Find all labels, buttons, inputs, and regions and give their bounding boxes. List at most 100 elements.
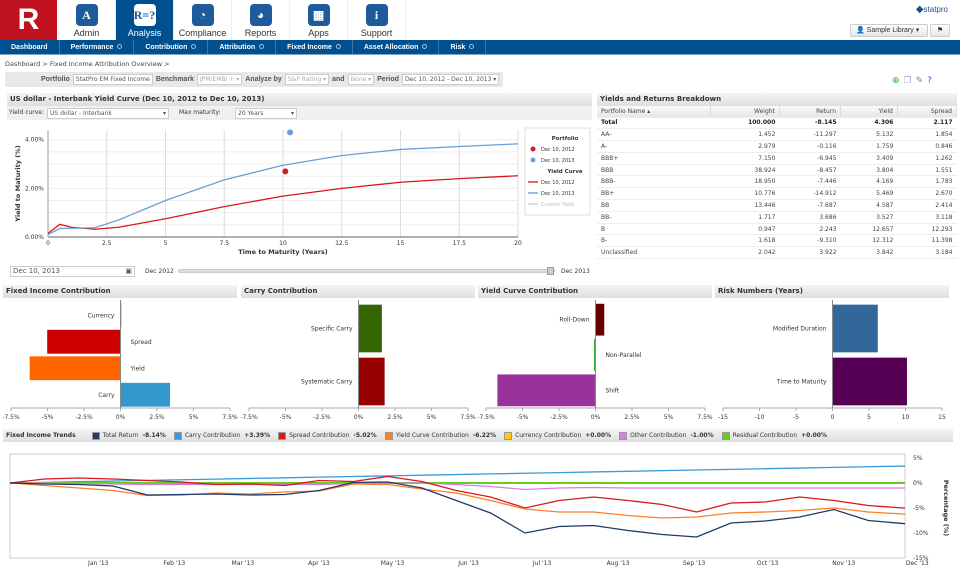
table-row[interactable]: AA- 1.452 -11.297 5.132 1.854 [597, 128, 957, 142]
trends-legend: Fixed Income Trends Total Return -8.14% Car… [3, 429, 953, 442]
expand-icon[interactable] [469, 44, 475, 49]
expand-icon[interactable] [259, 44, 265, 49]
table-cell: 1.551 [897, 164, 957, 177]
bar-spread[interactable] [47, 329, 121, 354]
column-header[interactable]: Yield [840, 106, 898, 118]
app-logo[interactable]: R [0, 0, 57, 40]
nav-item-attribution[interactable]: Attribution [208, 40, 277, 54]
table-row[interactable]: Unclassified 2.042 3.922 3.842 3.184 [597, 246, 957, 260]
legend-marker [530, 146, 536, 152]
nav-item-performance[interactable]: Performance [60, 40, 135, 54]
legend-swatch [173, 431, 182, 440]
column-header[interactable]: Spread [897, 106, 958, 118]
bar-yield[interactable] [29, 356, 121, 381]
legend-entry[interactable]: Dec 10, 2013 [541, 158, 575, 164]
and-select[interactable]: None ▾ [347, 74, 375, 85]
breadcrumb-dashboard[interactable]: Dashboard [5, 60, 41, 68]
column-header[interactable]: Portfolio Name ▴ [597, 106, 711, 118]
copy-icon[interactable]: ❐ [903, 76, 916, 86]
period-select[interactable]: Dec 10, 2012 - Dec 10, 2013 ▾ [401, 74, 500, 85]
tab-reports[interactable]: ◕ Reports [232, 0, 290, 40]
yield-curve-select[interactable]: US dollar - Interbank ▾ [47, 108, 169, 119]
fi-contribution-chart: -7.5% -5% -2.5% 0% 2.5% 5% 7.5% Currency Spread Y… [3, 300, 238, 421]
library-dropdown[interactable]: 👤 Sample Library ▾ [850, 24, 928, 37]
tab-label: Apps [308, 28, 329, 38]
bar-time-to-maturity[interactable] [832, 357, 907, 406]
portfolio-select[interactable]: StatPro EM Fixed Income [72, 74, 153, 85]
expand-icon[interactable] [335, 44, 341, 49]
table-row[interactable]: BBB+ 7.150 -6.945 3.409 1.262 [597, 152, 957, 165]
benchmark-select[interactable]: JPM/EMBI + ▾ [196, 74, 243, 85]
bar-shift[interactable] [497, 374, 596, 407]
table-row[interactable]: A- 2.979 -0.116 1.759 0.846 [597, 140, 957, 153]
table-cell: 1.262 [897, 152, 957, 165]
max-maturity-select[interactable]: 20 Years ▾ [235, 108, 297, 119]
table-cell: -8.145 [779, 117, 841, 130]
bar-modified-duration[interactable] [832, 304, 878, 353]
table-cell: 3.804 [840, 164, 898, 177]
table-row[interactable]: BB- 1.717 3.686 3.527 3.118 [597, 211, 957, 224]
calendar-icon[interactable]: ▣ [125, 267, 132, 275]
nav-item-fixed-income[interactable]: Fixed Income [276, 40, 353, 54]
nav-item-risk[interactable]: Risk [439, 40, 487, 54]
bar-roll-down[interactable] [595, 303, 605, 336]
yield-curve-chart: 0 2.5 5 7.5 10 12.5 15 17.5 20 0.00% 2.00% 4.00% Tim… [14, 127, 591, 256]
x-axis-title: Time to Maturity (Years) [238, 248, 328, 256]
expand-icon[interactable] [117, 44, 123, 49]
bar-specific-carry[interactable] [358, 304, 382, 353]
table-row[interactable]: Total 100.000 -8.145 4.306 2.117 [597, 117, 957, 130]
date-input[interactable]: Dec 10, 2013 ▣ [10, 266, 135, 277]
analyze-select[interactable]: S&P Rating ▾ [284, 74, 330, 85]
table-row[interactable]: BBB- 18.950 -7.446 4.169 1.783 [597, 175, 957, 189]
legend-entry[interactable]: Dec 10, 2012 [541, 147, 575, 153]
nav-item-asset-allocation[interactable]: Asset Allocation [353, 40, 440, 54]
trend-legend-item[interactable]: Currency Contribution +0.00% [496, 431, 611, 440]
table-row[interactable]: BBB 38.924 -8.457 3.804 1.551 [597, 164, 957, 177]
table-row[interactable]: B 0.947 2.243 12.657 12.293 [597, 223, 957, 236]
tab-compliance[interactable]: ◔ Compliance [174, 0, 232, 40]
help-icon[interactable]: ? [927, 76, 936, 86]
trend-legend-item[interactable]: Yield Curve Contribution -6.22% [377, 431, 496, 440]
flag-button[interactable]: ⚑ [930, 24, 950, 37]
nav-item-contribution[interactable]: Contribution [134, 40, 209, 54]
bar-systematic-carry[interactable] [358, 357, 385, 406]
breadcrumb-current[interactable]: > Fixed Income Attribution Overview [42, 60, 163, 68]
y-tick-label: 0.00% [25, 234, 44, 241]
x-tick-label: -5% [280, 414, 292, 421]
table-cell: 3.686 [779, 211, 841, 224]
trend-legend-item[interactable]: Carry Contribution +3.39% [166, 431, 270, 440]
table-row[interactable]: BB+ 10.776 -14.912 5.469 2.670 [597, 187, 957, 201]
table-row[interactable]: BB 13.446 -7.687 4.587 2.414 [597, 199, 957, 212]
expand-icon[interactable] [422, 44, 428, 49]
column-header[interactable]: Return [779, 106, 842, 118]
trend-legend-item[interactable]: Total Return -8.14% [84, 431, 166, 440]
bar-carry[interactable] [120, 382, 170, 407]
table-row[interactable]: B- 1.618 -9.310 12.312 11.398 [597, 234, 957, 248]
wrench-icon[interactable]: ✎ [915, 76, 928, 86]
table-cell: BB [597, 199, 711, 212]
legend-entry[interactable]: Custom Yield [541, 202, 574, 208]
legend-entry[interactable]: Dec 10, 2013 [541, 191, 575, 197]
date-slider[interactable] [178, 267, 555, 275]
tab-admin[interactable]: A Admin [58, 0, 116, 40]
trend-legend-item[interactable]: Residual Contribution +0.00% [714, 431, 827, 440]
column-header[interactable]: Weight [710, 106, 780, 118]
table-cell: 5.132 [840, 128, 898, 142]
x-tick-label: Nov '13 [832, 560, 855, 567]
trend-legend-item[interactable]: Spread Contribution -5.02% [270, 431, 377, 440]
bar-label: Shift [606, 387, 620, 394]
tab-analysis[interactable]: R=? Analysis [116, 0, 174, 40]
add-icon[interactable]: ⊕ [892, 76, 904, 86]
tab-apps[interactable]: ▦ Apps [290, 0, 348, 40]
breadcrumb: Dashboard > Fixed Income Attribution Ove… [5, 60, 170, 68]
table-cell: 2.670 [897, 187, 957, 201]
tab-support[interactable]: i Support [348, 0, 406, 40]
bar-non-parallel[interactable] [594, 339, 596, 371]
trend-legend-item[interactable]: Other Contribution -1.00% [611, 431, 714, 440]
nav-item-dashboard[interactable]: Dashboard [0, 40, 60, 54]
legend-entry[interactable]: Dec 10, 2012 [541, 180, 575, 186]
table-cell: 3.184 [897, 246, 957, 260]
expand-icon[interactable] [191, 44, 197, 49]
y-axis-title: Percentage (%) [942, 480, 950, 537]
slider-handle[interactable] [547, 267, 554, 275]
